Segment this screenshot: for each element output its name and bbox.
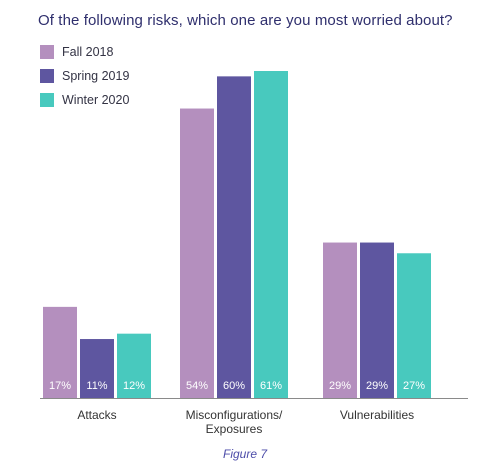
data-label: 27%: [403, 380, 425, 392]
legend-label: Winter 2020: [62, 93, 130, 107]
legend-label: Fall 2018: [62, 45, 114, 59]
data-label: 11%: [86, 380, 107, 392]
bar: [323, 242, 357, 398]
bar: [43, 306, 77, 398]
data-label: 61%: [260, 380, 282, 392]
bar: [217, 76, 251, 398]
data-label: 29%: [329, 380, 351, 392]
legend-swatch: [40, 93, 54, 107]
category-label: Vulnerabilities: [340, 408, 414, 422]
category-label: Attacks: [77, 408, 116, 422]
bar: [80, 339, 114, 398]
legend-swatch: [40, 69, 54, 83]
legend-item-fall-2018: Fall 2018: [40, 40, 129, 64]
chart-title: Of the following risks, which one are yo…: [38, 12, 453, 29]
bar: [180, 108, 214, 398]
bar: [360, 242, 394, 398]
bar: [397, 253, 431, 398]
bar: [254, 71, 288, 398]
category-label: Exposures: [206, 422, 263, 436]
data-label: 60%: [223, 380, 245, 392]
data-label: 29%: [366, 380, 388, 392]
legend-item-spring-2019: Spring 2019: [40, 64, 129, 88]
figure-caption: Figure 7: [222, 447, 268, 461]
legend-swatch: [40, 45, 54, 59]
data-label: 12%: [123, 380, 145, 392]
data-label: 54%: [186, 380, 208, 392]
bar: [117, 333, 151, 398]
legend-item-winter-2020: Winter 2020: [40, 88, 129, 112]
data-label: 17%: [49, 380, 71, 392]
legend: Fall 2018 Spring 2019 Winter 2020: [40, 40, 129, 112]
legend-label: Spring 2019: [62, 69, 130, 83]
category-label: Misconfigurations/: [186, 408, 283, 422]
